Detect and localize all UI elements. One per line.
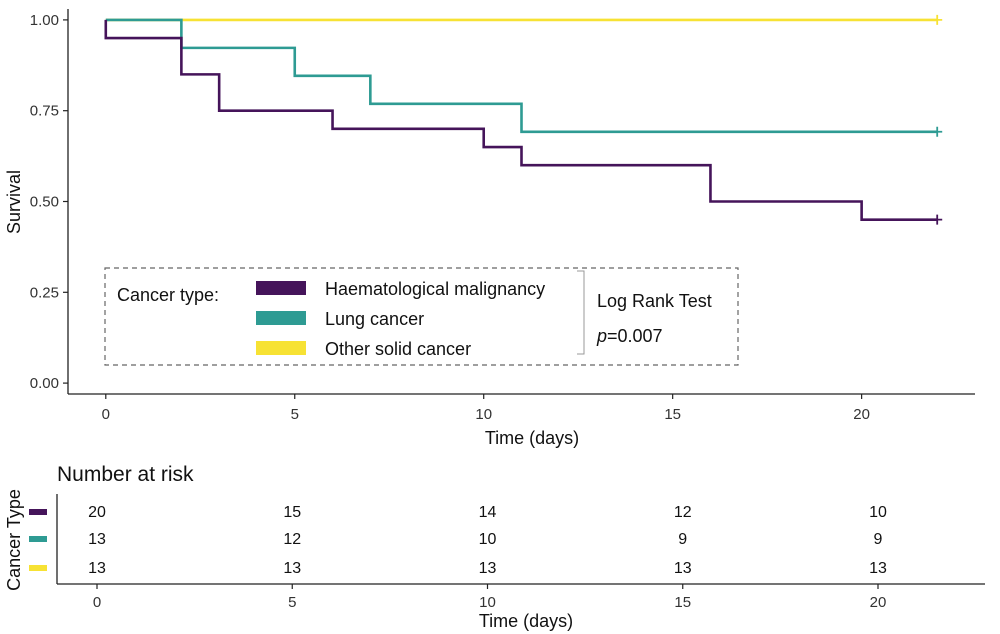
risk-row-marker-haematological bbox=[29, 509, 47, 515]
y-tick-label: 0.00 bbox=[30, 375, 59, 392]
legend-swatch-other-solid bbox=[256, 341, 306, 355]
risk-count-cell: 13 bbox=[674, 560, 692, 577]
x-tick-label: 15 bbox=[664, 406, 681, 423]
risk-count-cell: 12 bbox=[283, 531, 301, 548]
risk-x-axis-label: Time (days) bbox=[479, 611, 573, 631]
risk-table: Number at risk Cancer Type 20 15 14 12 10 13 1… bbox=[4, 463, 985, 631]
y-tick-label: 0.50 bbox=[30, 194, 59, 211]
risk-x-tick-label: 10 bbox=[479, 594, 496, 611]
risk-table-title: Number at risk bbox=[57, 463, 194, 486]
risk-count-cell: 12 bbox=[674, 504, 692, 521]
risk-count-cell: 13 bbox=[88, 531, 106, 548]
risk-count-cell: 14 bbox=[479, 504, 497, 521]
risk-count-cell: 9 bbox=[874, 531, 883, 548]
legend-title: Cancer type: bbox=[117, 285, 219, 305]
risk-table-y-label: Cancer Type bbox=[4, 489, 24, 591]
y-tick-label: 0.75 bbox=[30, 103, 59, 120]
risk-count-cell: 13 bbox=[283, 560, 301, 577]
curve-lung-cancer bbox=[105, 18, 938, 134]
censor-mark-haematological-malignancy bbox=[932, 214, 943, 225]
risk-count-cell: 9 bbox=[678, 531, 687, 548]
y-tick-label: 0.25 bbox=[30, 284, 59, 301]
risk-row-marker-lung bbox=[29, 536, 47, 542]
censor-mark-lung-cancer bbox=[932, 126, 943, 137]
y-tick-label: 1.00 bbox=[30, 12, 59, 29]
x-tick-label: 5 bbox=[291, 406, 299, 423]
legend-swatch-haematological bbox=[256, 281, 306, 295]
risk-count-cell: 13 bbox=[869, 560, 887, 577]
annotation-bracket bbox=[577, 270, 585, 355]
x-tick-label: 20 bbox=[853, 406, 870, 423]
risk-x-tick-label: 0 bbox=[93, 594, 101, 611]
legend-label-haematological: Haematological malignancy bbox=[325, 279, 545, 299]
legend-label-lung: Lung cancer bbox=[325, 309, 424, 329]
legend-swatch-lung bbox=[256, 311, 306, 325]
curve-haematological-malignancy bbox=[104, 19, 938, 221]
log-rank-label: Log Rank Test bbox=[597, 291, 712, 311]
y-ticks: 0.00 0.25 0.50 0.75 1.00 bbox=[30, 12, 68, 392]
p-symbol: p bbox=[596, 326, 607, 346]
risk-row-marker-other-solid bbox=[29, 565, 47, 571]
p-value: =0.007 bbox=[607, 326, 663, 346]
survival-curves bbox=[104, 14, 943, 225]
risk-count-cell: 10 bbox=[869, 504, 887, 521]
x-tick-label: 0 bbox=[102, 406, 110, 423]
y-axis-label: Survival bbox=[4, 170, 24, 234]
risk-count-cell: 15 bbox=[283, 504, 301, 521]
legend-box bbox=[104, 267, 739, 366]
censor-mark-other-solid-cancer bbox=[932, 14, 943, 25]
risk-x-ticks: 0 5 10 15 20 bbox=[93, 584, 887, 611]
risk-count-cell: 13 bbox=[88, 560, 106, 577]
legend-label-other-solid: Other solid cancer bbox=[325, 339, 471, 359]
risk-x-tick-label: 5 bbox=[288, 594, 296, 611]
risk-counts: 20 15 14 12 10 13 12 10 9 9 13 13 13 13 13 bbox=[88, 504, 887, 577]
x-tick-label: 10 bbox=[475, 406, 492, 423]
km-plot: 0.00 0.25 0.50 0.75 1.00 0 5 10 15 20 Survival T… bbox=[4, 9, 975, 448]
risk-x-tick-label: 20 bbox=[870, 594, 887, 611]
risk-count-cell: 20 bbox=[88, 504, 106, 521]
x-ticks: 0 5 10 15 20 bbox=[102, 394, 870, 423]
legend: Cancer type: Haematological malignancy L… bbox=[104, 267, 739, 366]
risk-count-cell: 10 bbox=[479, 531, 497, 548]
p-value-label: p=0.007 bbox=[596, 326, 663, 346]
risk-x-tick-label: 15 bbox=[674, 594, 691, 611]
x-axis-label: Time (days) bbox=[485, 428, 579, 448]
risk-count-cell: 13 bbox=[479, 560, 497, 577]
